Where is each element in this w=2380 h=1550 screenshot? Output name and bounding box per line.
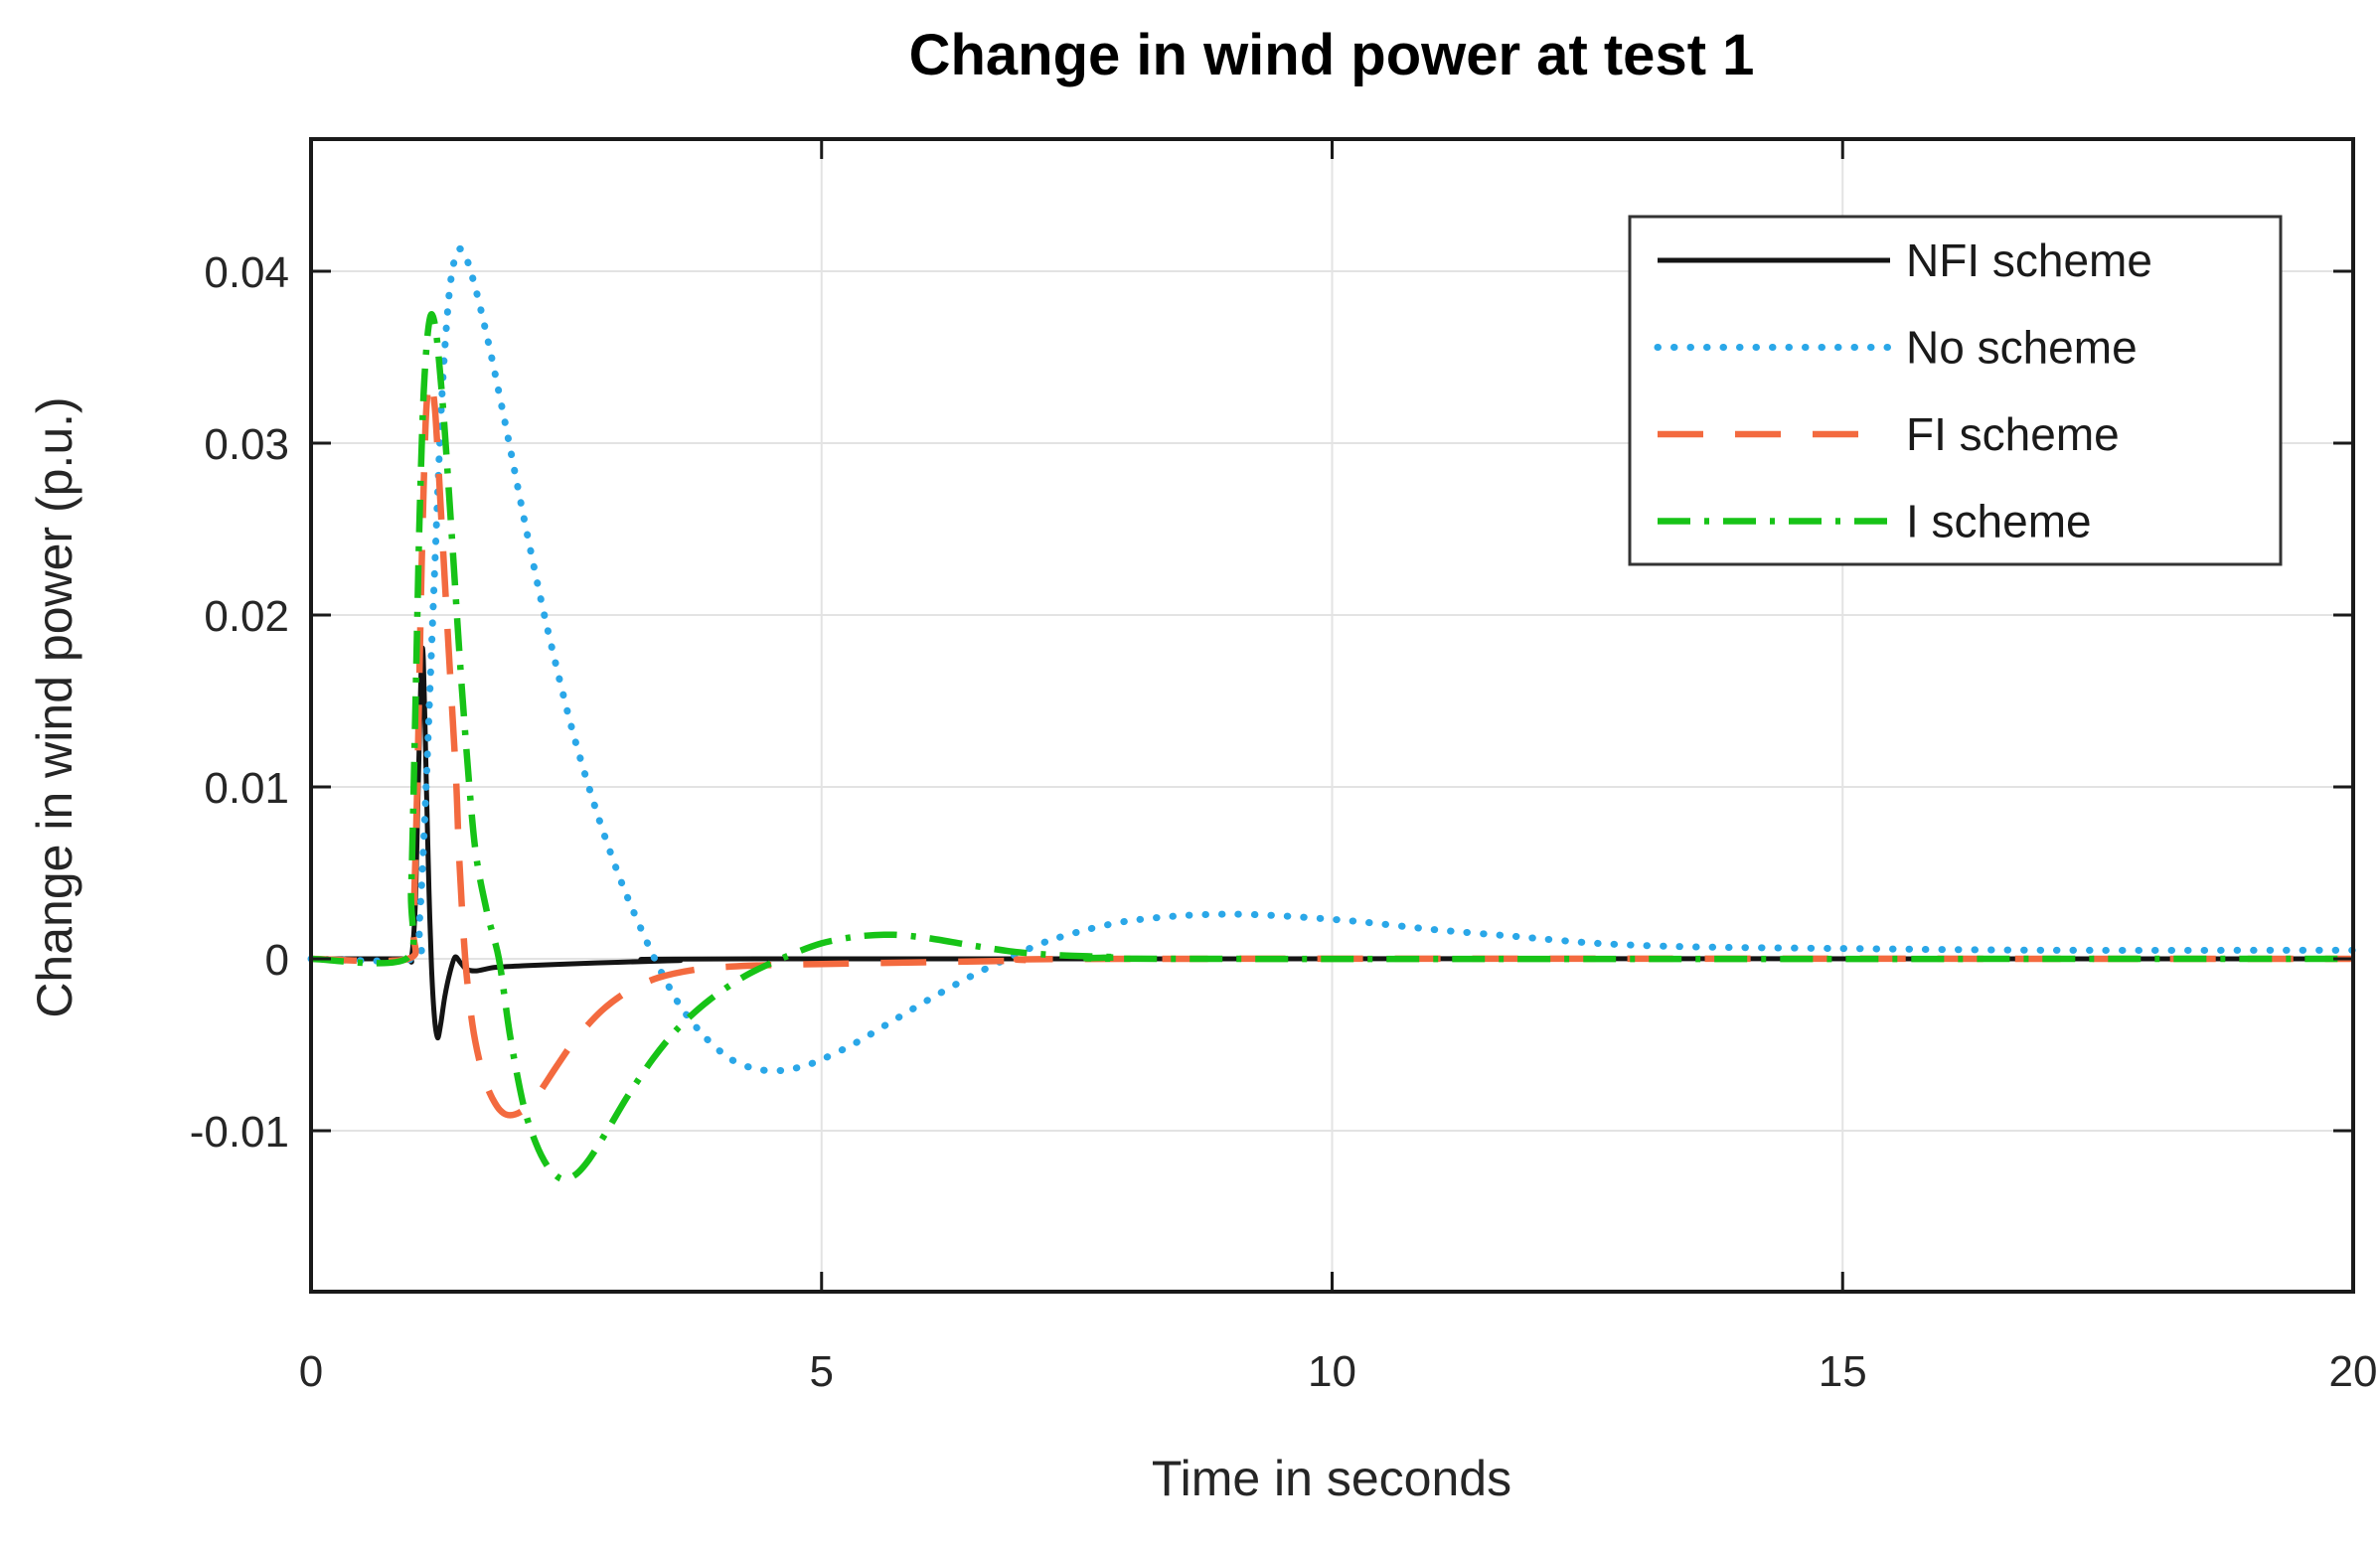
y-axis-label: Change in wind power (p.u.)	[27, 396, 82, 1017]
axis-ticks	[309, 139, 2355, 1292]
y-tick-label: 0.03	[204, 420, 289, 469]
legend-label-i-scheme: I scheme	[1906, 496, 2092, 547]
x-tick-label: 0	[299, 1347, 323, 1396]
legend-item-fi-scheme: FI scheme	[1658, 408, 2120, 460]
legend-label-fi-scheme: FI scheme	[1906, 408, 2120, 460]
legend-label-no-scheme: No scheme	[1906, 322, 2138, 374]
x-tick-label: 20	[2329, 1347, 2378, 1396]
series-line-fi-scheme	[310, 377, 2354, 1119]
legend: NFI scheme No scheme FI scheme I scheme	[1628, 215, 2283, 566]
y-tick-label: 0.01	[204, 764, 289, 813]
legend-box	[1628, 215, 2283, 566]
legend-label-nfi-scheme: NFI scheme	[1906, 234, 2152, 286]
series-line-no-scheme	[307, 245, 2357, 1075]
y-tick-label: 0.02	[204, 592, 289, 641]
x-tick-label: 10	[1308, 1347, 1356, 1396]
series-line-i-scheme	[310, 311, 2354, 1183]
x-axis-label: Time in seconds	[1152, 1451, 1511, 1506]
legend-item-nfi-scheme: NFI scheme	[1658, 234, 2152, 286]
y-tick-label: 0.04	[204, 248, 289, 297]
y-tick-label: 0	[265, 936, 289, 985]
chart-title: Change in wind power at test 1	[909, 23, 1755, 87]
x-tick-label: 5	[810, 1347, 834, 1396]
y-tick-label: -0.01	[190, 1108, 289, 1157]
x-tick-label: 15	[1819, 1347, 1867, 1396]
legend-item-i-scheme: I scheme	[1658, 496, 2092, 547]
data-series	[307, 245, 2357, 1183]
tick-labels: 0 5 10 15 20 -0.01 0 0.01 0.02 0.03 0.04	[190, 248, 2378, 1396]
legend-item-no-scheme: No scheme	[1654, 322, 2138, 374]
